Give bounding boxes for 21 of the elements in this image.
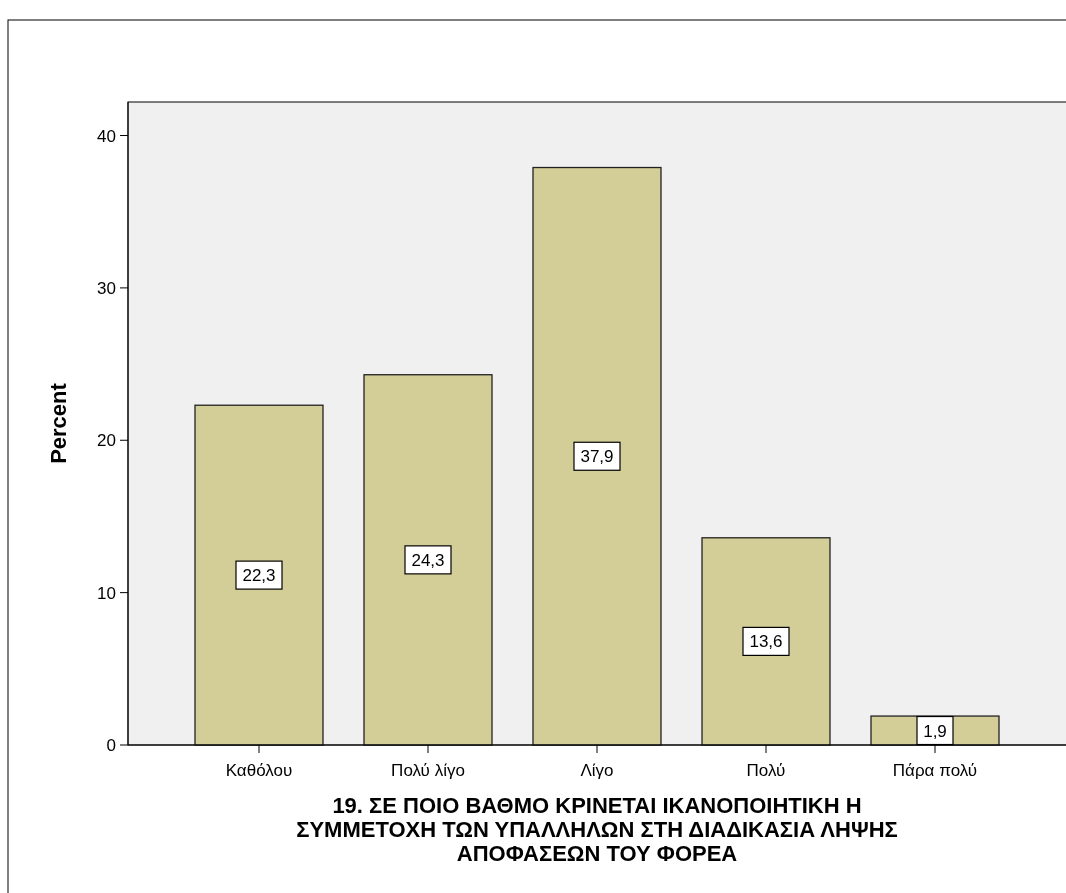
- bar: [194, 404, 324, 746]
- x-tick-label: Λίγο: [580, 761, 614, 780]
- x-axis-title: 19. ΣΕ ΠΟΙΟ ΒΑΘΜΟ ΚΡΙΝΕΤΑΙ ΙΚΑΝΟΠΟΙΗΤΙΚΗ Η ΣΥΜΜΕΤΟΧΗ ΤΩΝ ΥΠΑΛΛΗΛΩΝ ΣΤΗ ΔΙΑΔΙΚΑΣΙΑ ΛΗΨΗΣ ΑΠΟΦΑΣΕΩΝ ΤΟΥ ΦΟΡΕΑ: [296, 793, 898, 866]
- x-tick-label: Πάρα πολύ: [892, 761, 978, 780]
- y-tick-label: 20: [97, 431, 116, 451]
- bar: [701, 537, 831, 746]
- data-label: 13,6: [749, 632, 783, 652]
- x-tick-label: Πολύ λίγο: [391, 761, 465, 780]
- data-label: 1,9: [923, 721, 947, 741]
- y-tick-label: 40: [97, 126, 116, 146]
- y-tick-label: 10: [97, 583, 116, 603]
- data-label: 37,9: [580, 447, 614, 467]
- data-label: 24,3: [411, 550, 445, 570]
- y-tick-label: 30: [97, 278, 116, 298]
- y-tick-label: 0: [106, 736, 116, 755]
- bar: [532, 166, 662, 746]
- x-tick-label: Πολύ: [746, 761, 786, 780]
- bar: [363, 374, 493, 746]
- y-axis-title: Percent: [46, 382, 71, 464]
- data-label: 22,3: [242, 566, 276, 586]
- x-tick-label: Καθόλου: [225, 761, 293, 780]
